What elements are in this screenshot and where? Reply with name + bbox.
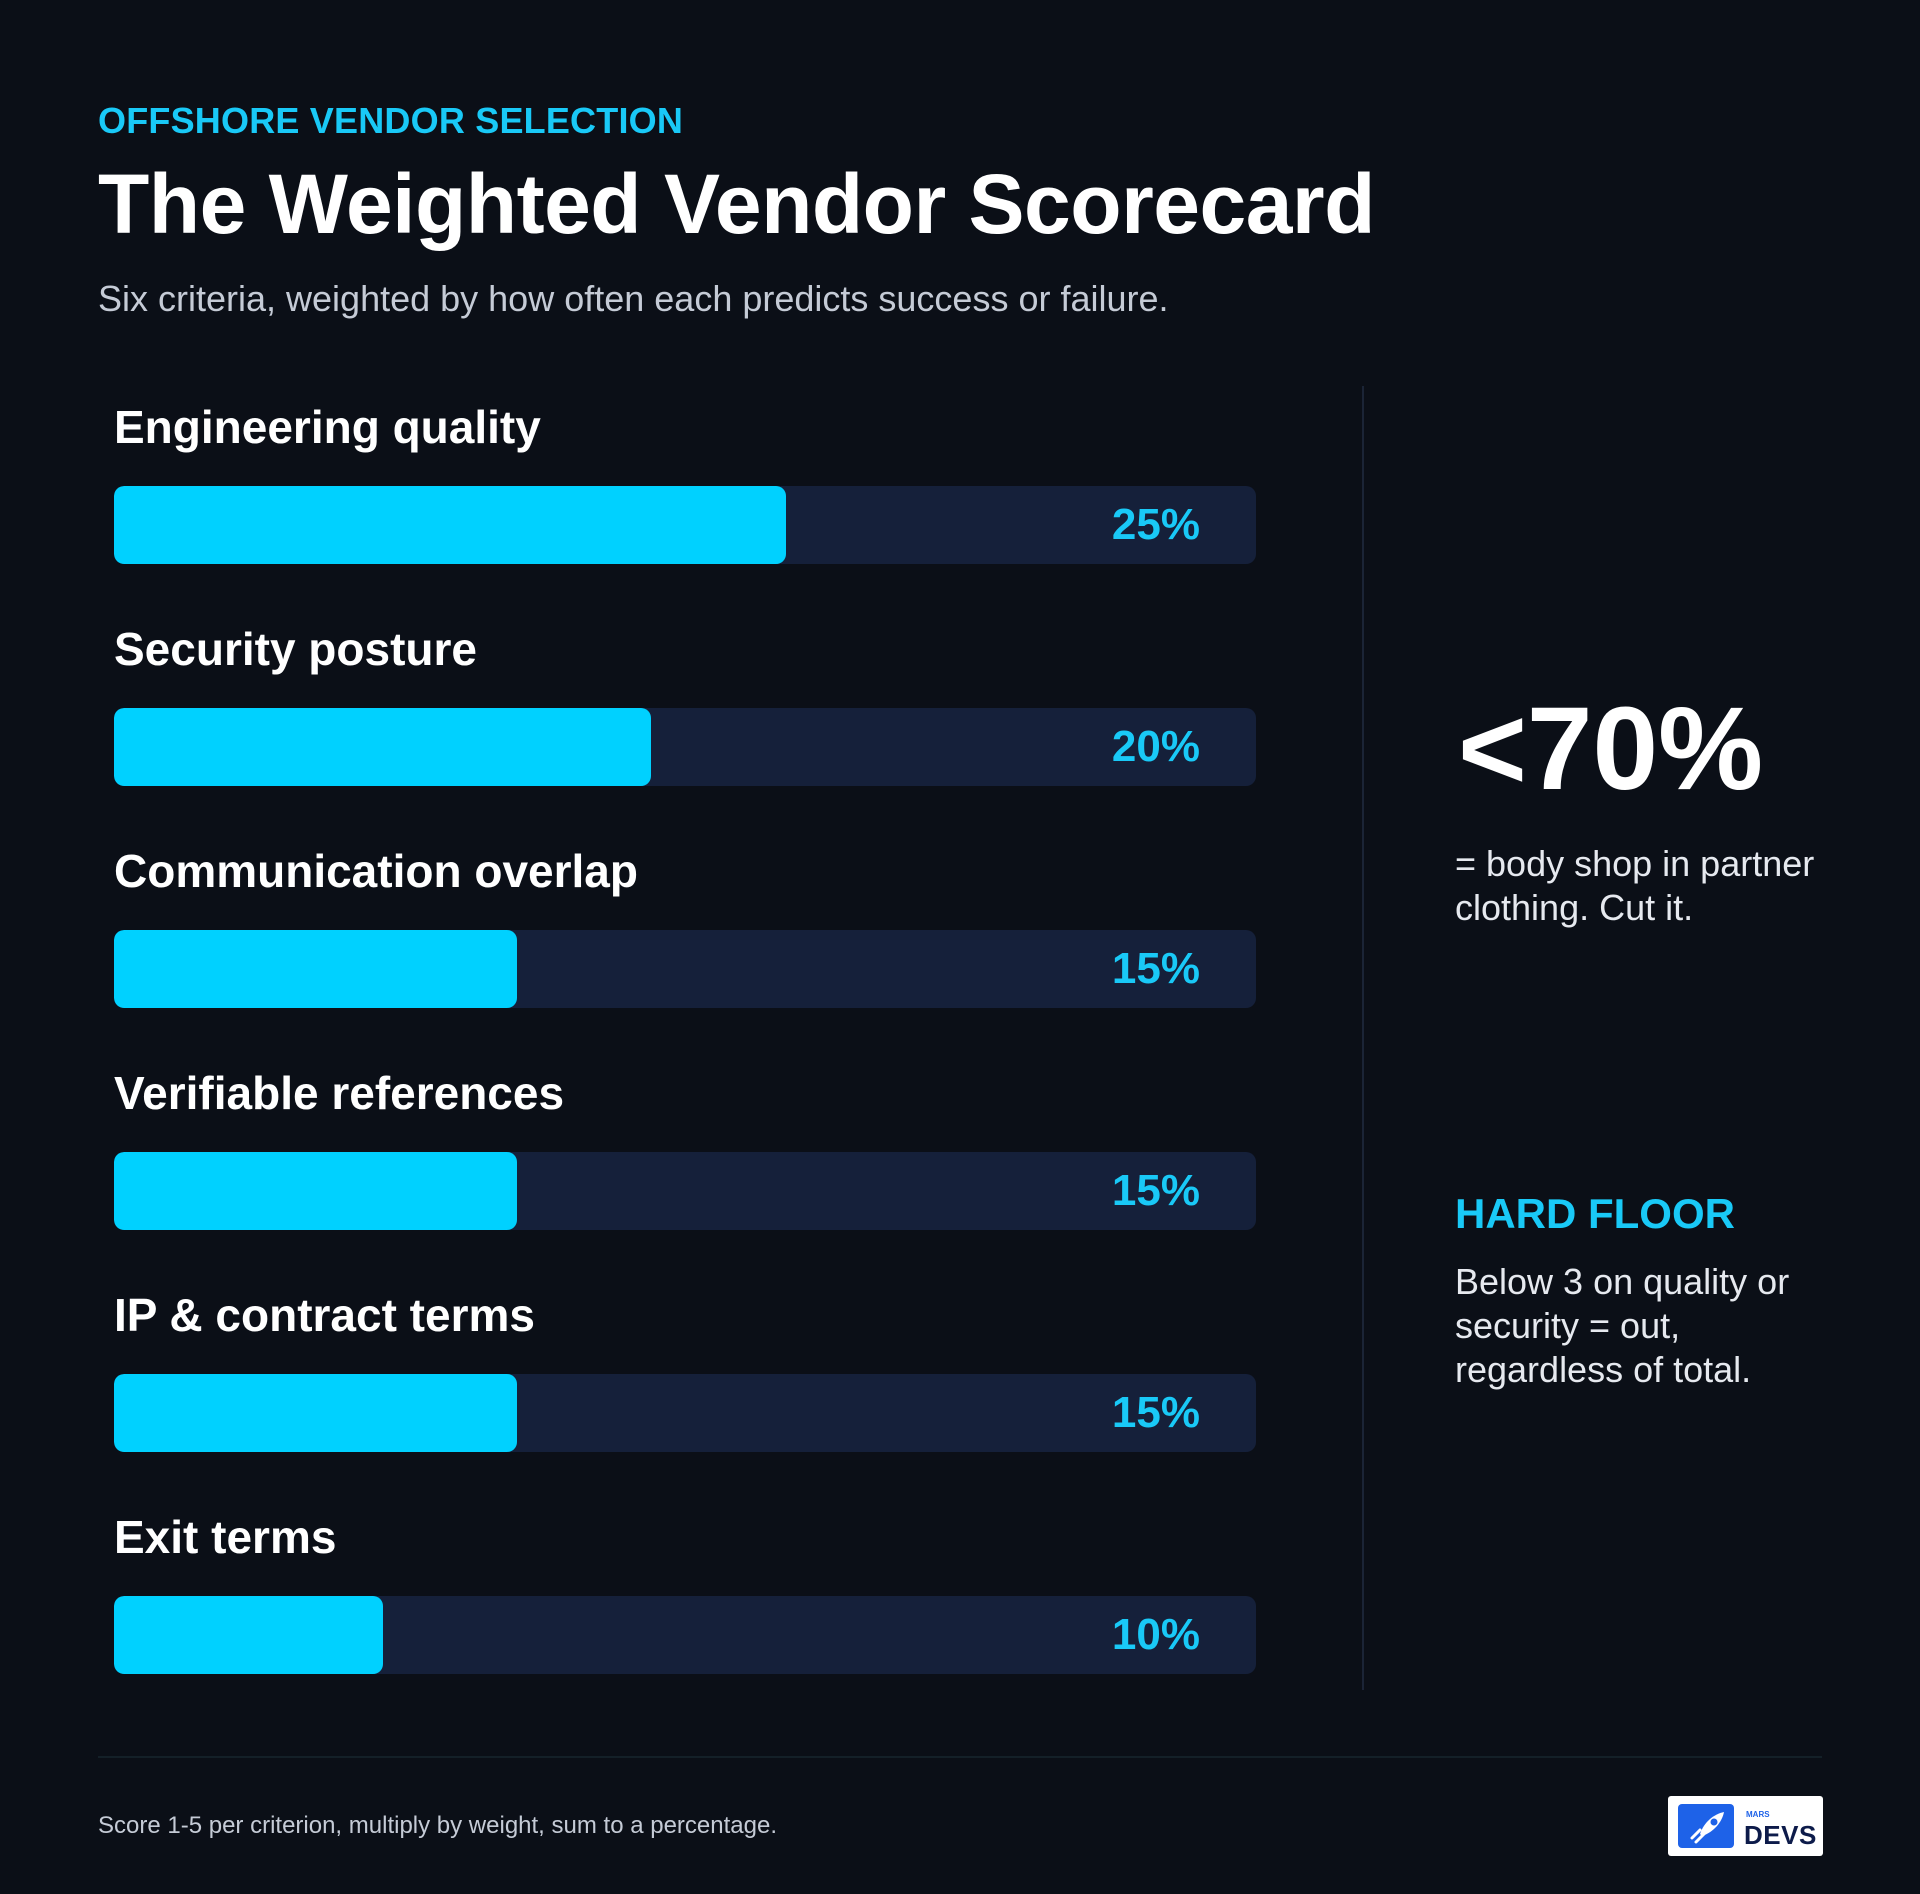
bar-track: 20% (114, 708, 1256, 786)
bar-label: Communication overlap (114, 845, 638, 897)
bar-label: IP & contract terms (114, 1289, 535, 1341)
bar-row: Exit terms 10% (114, 1510, 1256, 1680)
bar-fill (114, 1374, 517, 1452)
bar-fill (114, 1152, 517, 1230)
bar-value-label: 15% (1111, 1166, 1200, 1215)
bar-value-label: 10% (1111, 1610, 1200, 1659)
logo-wordmark: DEVS (1744, 1820, 1817, 1850)
vertical-divider (1362, 386, 1364, 1690)
bar-fill (114, 486, 786, 564)
bar-value-label: 15% (1111, 1388, 1200, 1437)
bar-label: Exit terms (114, 1511, 337, 1563)
page-title: The Weighted Vendor Scorecard (98, 157, 1375, 251)
bar-value-label: 15% (1111, 944, 1200, 993)
bar-row: Security posture 20% (114, 622, 1256, 792)
hard-floor-heading: HARD FLOOR (1455, 1190, 1735, 1237)
bar-fill (114, 708, 651, 786)
rocket-icon (1678, 1804, 1734, 1848)
bar-track: 10% (114, 1596, 1256, 1674)
threshold-stat: <70% (1458, 683, 1764, 815)
bar-value-label: 20% (1111, 722, 1200, 771)
bar-fill (114, 1596, 383, 1674)
hard-floor-text: Below 3 on quality or security = out, re… (1455, 1261, 1790, 1390)
footnote: Score 1-5 per criterion, multiply by wei… (98, 1812, 777, 1839)
bar-row: Engineering quality 25% (114, 400, 1256, 570)
marsdevs-logo: MARS DEVS (1668, 1796, 1823, 1856)
bar-track: 15% (114, 930, 1256, 1008)
bar-fill (114, 930, 517, 1008)
eyebrow: OFFSHORE VENDOR SELECTION (98, 100, 684, 141)
bar-track: 25% (114, 486, 1256, 564)
bar-value-label: 25% (1111, 500, 1200, 549)
bar-track: 15% (114, 1374, 1256, 1452)
threshold-caption: = body shop in partner clothing. Cut it. (1455, 843, 1815, 928)
bar-row: Verifiable references 15% (114, 1066, 1256, 1236)
bar-label: Verifiable references (114, 1067, 565, 1119)
subtitle: Six criteria, weighted by how often each… (98, 278, 1169, 319)
logo-small-text: MARS (1746, 1810, 1770, 1819)
bar-row: Communication overlap 15% (114, 844, 1256, 1014)
bar-track: 15% (114, 1152, 1256, 1230)
bar-label: Engineering quality (114, 401, 541, 453)
bar-row: IP & contract terms 15% (114, 1288, 1256, 1458)
bar-label: Security posture (114, 623, 477, 675)
footer-divider (98, 1756, 1822, 1758)
